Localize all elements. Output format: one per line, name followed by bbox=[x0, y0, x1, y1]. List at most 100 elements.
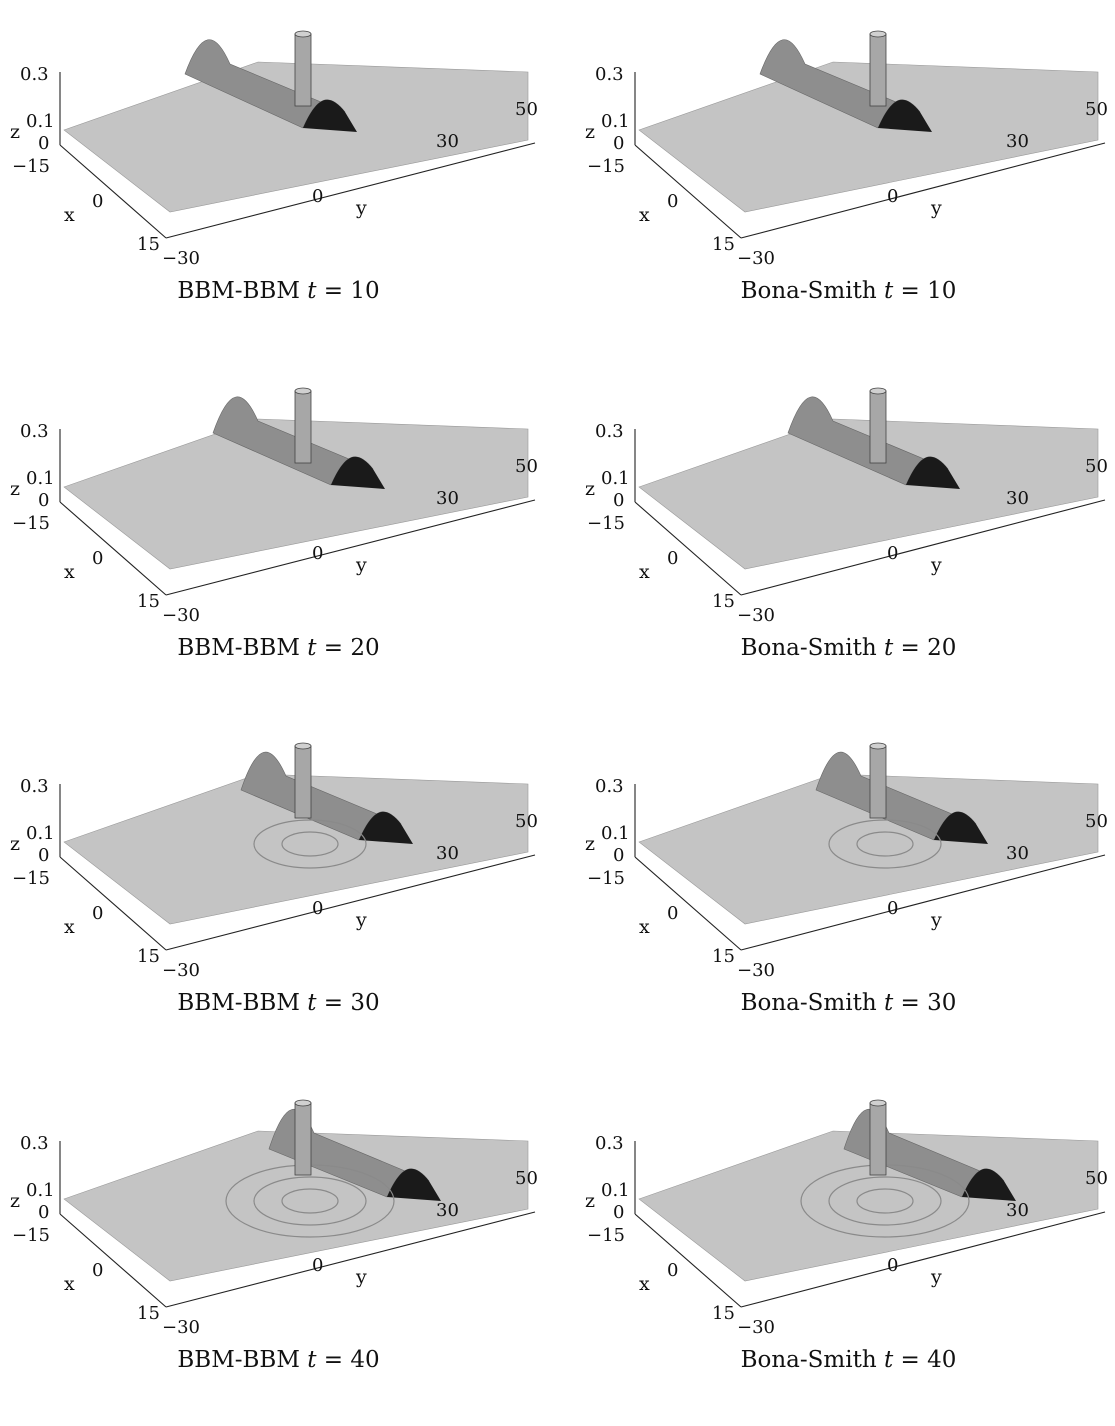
z-tick-label: 0.3 bbox=[20, 776, 49, 797]
y-tick-label: 30 bbox=[436, 1200, 459, 1221]
time-value: = 20 bbox=[893, 635, 957, 661]
panel-caption: Bona-Smith t = 30 bbox=[570, 990, 1115, 1016]
y-tick-label: 0 bbox=[312, 543, 323, 564]
scattered-ripple bbox=[856, 831, 914, 857]
y-tick-label: −30 bbox=[737, 605, 775, 626]
wave-shadow bbox=[962, 1168, 1016, 1201]
x-tick-label: 0 bbox=[667, 1260, 678, 1281]
y-axis-label: y bbox=[355, 909, 367, 931]
z-axis-label: z bbox=[585, 121, 595, 143]
z-tick-label: 0.3 bbox=[20, 421, 49, 442]
axes bbox=[59, 1141, 536, 1308]
z-tick-label: 0 bbox=[613, 1202, 624, 1223]
x-axis-label: x bbox=[639, 916, 650, 938]
y-tick-label: 0 bbox=[312, 898, 323, 919]
cylinder-obstacle bbox=[869, 390, 887, 464]
z-tick-label: 0.1 bbox=[26, 468, 55, 489]
cylinder-top bbox=[869, 1099, 887, 1107]
axes bbox=[634, 429, 1106, 596]
y-tick-label: 50 bbox=[1085, 811, 1108, 832]
cylinder-top bbox=[294, 742, 312, 750]
y-tick-label: 50 bbox=[515, 456, 538, 477]
y-axis-label: y bbox=[355, 1266, 367, 1288]
y-tick-label: 30 bbox=[1006, 131, 1029, 152]
y-tick-label: 0 bbox=[887, 898, 898, 919]
water-surface bbox=[638, 61, 1099, 213]
plot-panel: 0.3 0.1 0 z −15 0 15 x −30 0 30 50 y Bona-Smith t = 4… bbox=[570, 1069, 1115, 1426]
wave-shadow bbox=[359, 811, 413, 844]
x-axis-label: x bbox=[639, 1273, 650, 1295]
y-tick-label: 50 bbox=[1085, 456, 1108, 477]
z-tick-label: 0 bbox=[38, 845, 49, 866]
y-tick-label: 30 bbox=[1006, 1200, 1029, 1221]
model-name: BBM-BBM bbox=[177, 990, 308, 1016]
time-symbol: t bbox=[307, 278, 317, 304]
model-name: BBM-BBM bbox=[177, 1347, 308, 1373]
x-tick-label: −15 bbox=[587, 868, 625, 889]
x-axis-line bbox=[634, 1213, 742, 1308]
wave-shadow bbox=[303, 99, 357, 132]
z-tick-label: 0.1 bbox=[26, 1180, 55, 1201]
y-tick-label: 50 bbox=[1085, 1168, 1108, 1189]
cylinder-top bbox=[869, 742, 887, 750]
z-tick-label: 0.3 bbox=[20, 1133, 49, 1154]
scattered-ripple bbox=[253, 819, 367, 869]
y-tick-label: 50 bbox=[1085, 99, 1108, 120]
x-tick-label: −15 bbox=[12, 868, 50, 889]
scattered-ripple bbox=[281, 831, 339, 857]
z-axis-label: z bbox=[585, 1190, 595, 1212]
z-tick-label: 0 bbox=[613, 845, 624, 866]
time-symbol: t bbox=[883, 635, 894, 661]
y-axis-line bbox=[165, 854, 536, 951]
time-value: = 10 bbox=[893, 278, 957, 304]
x-tick-label: 0 bbox=[92, 1260, 103, 1281]
z-axis-label: z bbox=[585, 478, 595, 500]
y-tick-label: −30 bbox=[162, 248, 200, 269]
z-axis-label: z bbox=[10, 478, 20, 500]
cylinder-obstacle bbox=[294, 745, 312, 819]
wave-shadow bbox=[906, 456, 960, 489]
cylinder-obstacle bbox=[869, 33, 887, 107]
axes bbox=[634, 72, 1106, 239]
plot-panel: 0.3 0.1 0 z −15 0 15 x −30 0 30 50 y BBM-BBM t = 30 bbox=[0, 712, 557, 1069]
y-tick-label: 0 bbox=[312, 1255, 323, 1276]
panel-caption: BBM-BBM t = 30 bbox=[0, 990, 557, 1016]
time-value: = 40 bbox=[893, 1347, 957, 1373]
time-value: = 30 bbox=[316, 990, 380, 1016]
axes bbox=[59, 784, 536, 951]
z-tick-label: 0.1 bbox=[601, 823, 630, 844]
x-axis-label: x bbox=[639, 204, 650, 226]
y-tick-label: 0 bbox=[887, 543, 898, 564]
x-tick-label: 15 bbox=[712, 1303, 735, 1324]
z-axis-label: z bbox=[10, 833, 20, 855]
y-tick-label: 50 bbox=[515, 99, 538, 120]
time-value: = 20 bbox=[316, 635, 380, 661]
y-tick-label: 30 bbox=[1006, 488, 1029, 509]
axes bbox=[59, 429, 536, 596]
scattered-ripple bbox=[281, 1188, 339, 1214]
cylinder-obstacle bbox=[294, 1102, 312, 1176]
y-axis-label: y bbox=[930, 1266, 942, 1288]
y-tick-label: 0 bbox=[887, 186, 898, 207]
z-axis-label: z bbox=[585, 833, 595, 855]
wave-shadow bbox=[878, 99, 932, 132]
x-tick-label: −15 bbox=[12, 513, 50, 534]
panel-caption: Bona-Smith t = 40 bbox=[570, 1347, 1115, 1373]
x-tick-label: 15 bbox=[712, 591, 735, 612]
water-surface bbox=[63, 1130, 529, 1282]
x-axis-label: x bbox=[639, 561, 650, 583]
panel-caption: Bona-Smith t = 10 bbox=[570, 278, 1115, 304]
cylinder-top bbox=[294, 387, 312, 395]
scattered-ripple bbox=[828, 1176, 942, 1226]
z-tick-label: 0.3 bbox=[20, 64, 49, 85]
y-axis-line bbox=[740, 499, 1106, 596]
x-tick-label: −15 bbox=[12, 156, 50, 177]
z-tick-label: 0 bbox=[38, 490, 49, 511]
wave-shadow bbox=[387, 1168, 441, 1201]
panel-caption: Bona-Smith t = 20 bbox=[570, 635, 1115, 661]
z-axis-label: z bbox=[10, 1190, 20, 1212]
z-tick-label: 0 bbox=[613, 133, 624, 154]
